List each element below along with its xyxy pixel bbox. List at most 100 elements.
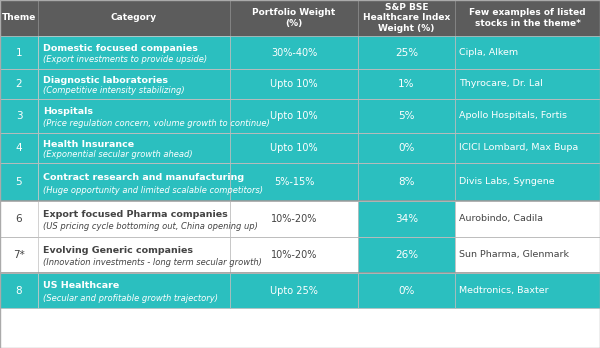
Text: 30%-40%: 30%-40% xyxy=(271,47,317,57)
Text: (Secular and profitable growth trajectory): (Secular and profitable growth trajector… xyxy=(43,294,218,303)
Text: (Huge opportunity and limited scalable competitors): (Huge opportunity and limited scalable c… xyxy=(43,186,263,195)
Text: Contract research and manufacturing: Contract research and manufacturing xyxy=(43,173,244,182)
Bar xyxy=(455,36,600,69)
Text: (Competitive intensity stabilizing): (Competitive intensity stabilizing) xyxy=(43,86,185,95)
Bar xyxy=(0,237,38,273)
Bar xyxy=(358,273,455,308)
Bar xyxy=(230,237,358,273)
Text: 8: 8 xyxy=(16,285,22,295)
Text: ICICI Lombard, Max Bupa: ICICI Lombard, Max Bupa xyxy=(459,143,578,152)
Text: Evolving Generic companies: Evolving Generic companies xyxy=(43,246,193,255)
Bar xyxy=(358,69,455,99)
Bar xyxy=(358,163,455,201)
Text: US Healthcare: US Healthcare xyxy=(43,282,119,291)
Text: (Export investments to provide upside): (Export investments to provide upside) xyxy=(43,55,207,64)
Bar xyxy=(0,201,38,237)
Text: 7*: 7* xyxy=(13,250,25,260)
Bar xyxy=(38,36,230,69)
Text: Apollo Hospitals, Fortis: Apollo Hospitals, Fortis xyxy=(459,111,567,120)
Text: 34%: 34% xyxy=(395,214,418,224)
Bar xyxy=(455,201,600,237)
Text: (Innovation investments - long term secular growth): (Innovation investments - long term secu… xyxy=(43,259,262,267)
Bar xyxy=(455,237,600,273)
Text: 1%: 1% xyxy=(398,79,415,89)
Bar xyxy=(38,69,230,99)
Text: 1: 1 xyxy=(16,47,22,57)
Bar xyxy=(38,201,230,237)
Bar xyxy=(0,133,38,163)
Text: Export focused Pharma companies: Export focused Pharma companies xyxy=(43,210,228,219)
Bar xyxy=(0,163,38,201)
Text: Cipla, Alkem: Cipla, Alkem xyxy=(459,48,518,57)
Bar xyxy=(358,36,455,69)
Text: Divis Labs, Syngene: Divis Labs, Syngene xyxy=(459,177,554,187)
Bar xyxy=(358,0,455,36)
Bar xyxy=(38,273,230,308)
Text: 26%: 26% xyxy=(395,250,418,260)
Bar xyxy=(358,237,455,273)
Bar xyxy=(38,163,230,201)
Text: S&P BSE
Healthcare Index
Weight (%): S&P BSE Healthcare Index Weight (%) xyxy=(363,3,450,33)
Text: 6: 6 xyxy=(16,214,22,224)
Bar xyxy=(230,0,358,36)
Text: (US pricing cycle bottoming out, China opening up): (US pricing cycle bottoming out, China o… xyxy=(43,222,258,231)
Text: 0%: 0% xyxy=(398,143,415,153)
Bar xyxy=(358,99,455,133)
Text: 25%: 25% xyxy=(395,47,418,57)
Bar xyxy=(38,201,230,237)
Text: Aurobindo, Cadila: Aurobindo, Cadila xyxy=(459,214,543,223)
Bar xyxy=(230,133,358,163)
Bar xyxy=(230,273,358,308)
Bar xyxy=(0,69,38,99)
Bar xyxy=(38,133,230,163)
Bar xyxy=(38,69,230,99)
Bar xyxy=(38,99,230,133)
Bar xyxy=(0,99,38,133)
Text: 8%: 8% xyxy=(398,177,415,187)
Bar xyxy=(455,69,600,99)
Text: 0%: 0% xyxy=(398,285,415,295)
Bar xyxy=(0,36,38,69)
Bar xyxy=(455,99,600,133)
Text: Sun Pharma, Glenmark: Sun Pharma, Glenmark xyxy=(459,251,569,260)
Text: 10%-20%: 10%-20% xyxy=(271,250,317,260)
Bar xyxy=(0,0,38,36)
Bar xyxy=(230,99,358,133)
Bar xyxy=(358,133,455,163)
Text: 5%-15%: 5%-15% xyxy=(274,177,314,187)
Text: Few examples of listed
stocks in the theme*: Few examples of listed stocks in the the… xyxy=(469,8,586,28)
Text: Thyrocare, Dr. Lal: Thyrocare, Dr. Lal xyxy=(459,79,543,88)
Text: Upto 10%: Upto 10% xyxy=(270,143,318,153)
Bar xyxy=(230,36,358,69)
Text: 5%: 5% xyxy=(398,111,415,121)
Bar xyxy=(455,273,600,308)
Bar xyxy=(38,237,230,273)
Text: (Exponential secular growth ahead): (Exponential secular growth ahead) xyxy=(43,150,193,159)
Bar xyxy=(455,0,600,36)
Text: Upto 10%: Upto 10% xyxy=(270,79,318,89)
Bar xyxy=(0,273,38,308)
Text: Portfolio Weight
(%): Portfolio Weight (%) xyxy=(253,8,335,28)
Text: 10%-20%: 10%-20% xyxy=(271,214,317,224)
Bar xyxy=(38,237,230,273)
Bar xyxy=(230,201,358,237)
Text: (Price regulation concern, volume growth to continue): (Price regulation concern, volume growth… xyxy=(43,119,270,128)
Bar xyxy=(38,0,230,36)
Text: 2: 2 xyxy=(16,79,22,89)
Bar xyxy=(38,273,230,308)
Text: Upto 25%: Upto 25% xyxy=(270,285,318,295)
Text: Upto 10%: Upto 10% xyxy=(270,111,318,121)
Text: Hospitals: Hospitals xyxy=(43,107,93,116)
Bar xyxy=(38,36,230,69)
Bar xyxy=(38,163,230,201)
Text: Health Insurance: Health Insurance xyxy=(43,140,134,149)
Text: 5: 5 xyxy=(16,177,22,187)
Bar xyxy=(358,201,455,237)
Text: Category: Category xyxy=(111,14,157,23)
Text: Domestic focused companies: Domestic focused companies xyxy=(43,44,198,53)
Bar xyxy=(455,133,600,163)
Text: 3: 3 xyxy=(16,111,22,121)
Bar xyxy=(230,69,358,99)
Bar xyxy=(455,163,600,201)
Bar xyxy=(38,133,230,163)
